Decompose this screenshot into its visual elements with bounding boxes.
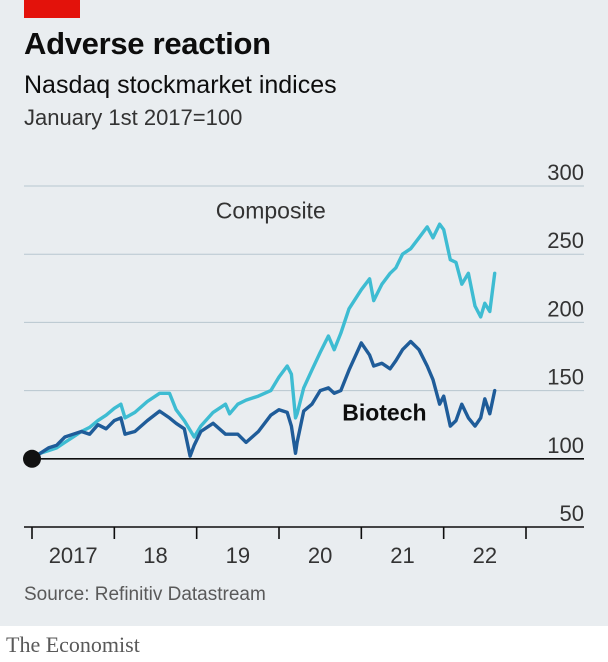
x-tick-label: 18	[143, 543, 167, 568]
y-tick-label: 300	[547, 160, 584, 185]
y-tick-label: 50	[560, 501, 584, 526]
x-tick-label: 20	[308, 543, 332, 568]
start-point-marker	[23, 449, 41, 468]
line-chart: 300 250 200 150 100 50 2017 18 19 20 21 22 Composite…	[23, 160, 584, 568]
y-tick-label: 250	[547, 228, 584, 253]
y-tick-label: 200	[547, 296, 584, 321]
chart-title: Adverse reaction	[24, 26, 271, 61]
x-tick-label: 19	[226, 543, 250, 568]
brand-wordmark: The Economist	[6, 632, 140, 657]
series-label-biotech: Biotech	[342, 400, 426, 426]
chart-subtitle: Nasdaq stockmarket indices	[24, 71, 337, 99]
brand-red-tag	[24, 0, 80, 18]
chart-panel	[0, 0, 608, 626]
series-line-biotech	[30, 339, 497, 461]
y-tick-label: 150	[547, 365, 584, 390]
source-note: Source: Refinitiv Datastream	[24, 584, 266, 605]
x-tick-label: 2017	[49, 543, 98, 568]
x-tick-label: 22	[473, 543, 497, 568]
index-base-note: January 1st 2017=100	[24, 105, 243, 130]
series-line-composite	[30, 222, 497, 461]
series-label-composite: Composite	[216, 198, 326, 224]
x-tick-label: 21	[390, 543, 414, 568]
y-tick-label: 100	[547, 433, 584, 458]
